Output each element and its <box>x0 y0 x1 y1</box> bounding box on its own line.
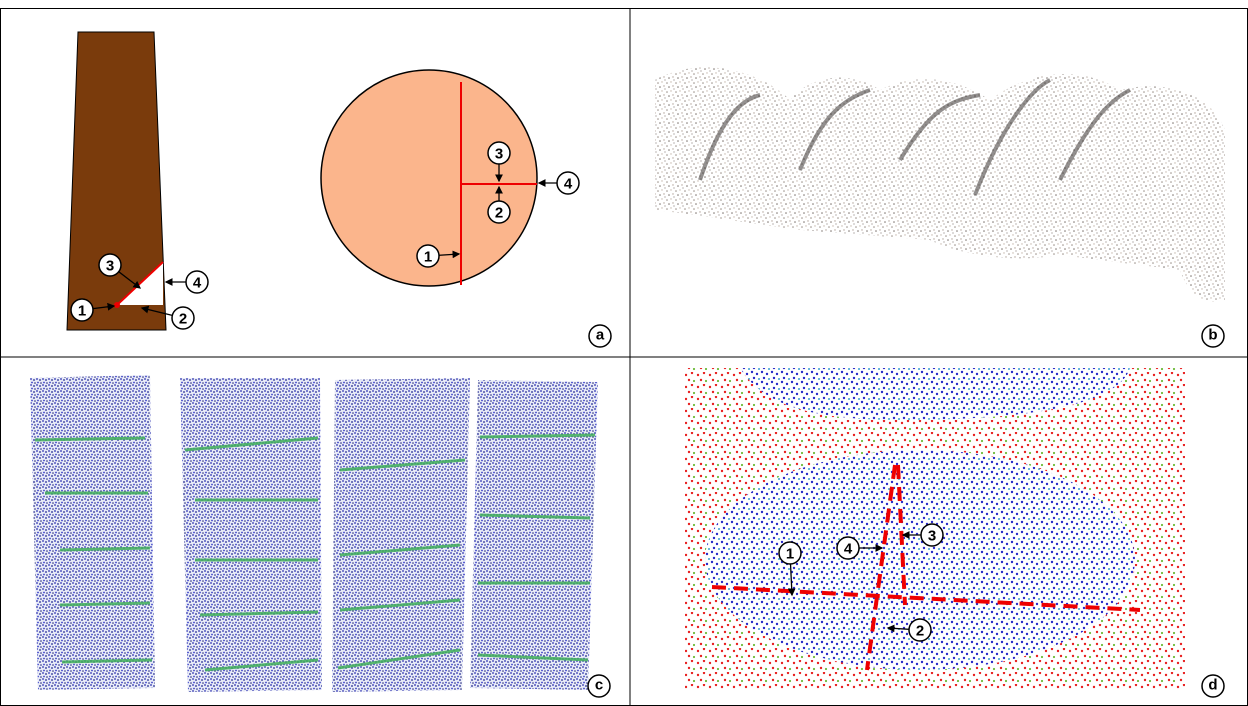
panel-label: a <box>596 327 605 344</box>
callout-number: 4 <box>564 176 573 193</box>
point-cloud-columns <box>30 375 598 692</box>
callout-number: 2 <box>495 205 503 222</box>
callout-number: 4 <box>193 275 202 292</box>
panel-label: b <box>1208 327 1217 344</box>
figure: 1 2 3 4 1 2 3 4 1 2 3 4 a b c d <box>0 0 1248 706</box>
callout-number: 1 <box>424 249 432 266</box>
wear-point <box>114 302 120 308</box>
panel-label: c <box>595 677 603 694</box>
panel-label: d <box>1208 677 1217 694</box>
callout-number: 4 <box>844 541 853 558</box>
callout-number: 2 <box>916 623 924 640</box>
point-cloud <box>655 67 1225 301</box>
callout-number: 3 <box>106 258 114 275</box>
callout-number: 1 <box>78 303 86 320</box>
callout-number: 3 <box>495 146 503 163</box>
callout-number: 1 <box>786 546 794 563</box>
callout-number: 3 <box>928 528 936 545</box>
callout-number: 2 <box>179 311 187 328</box>
